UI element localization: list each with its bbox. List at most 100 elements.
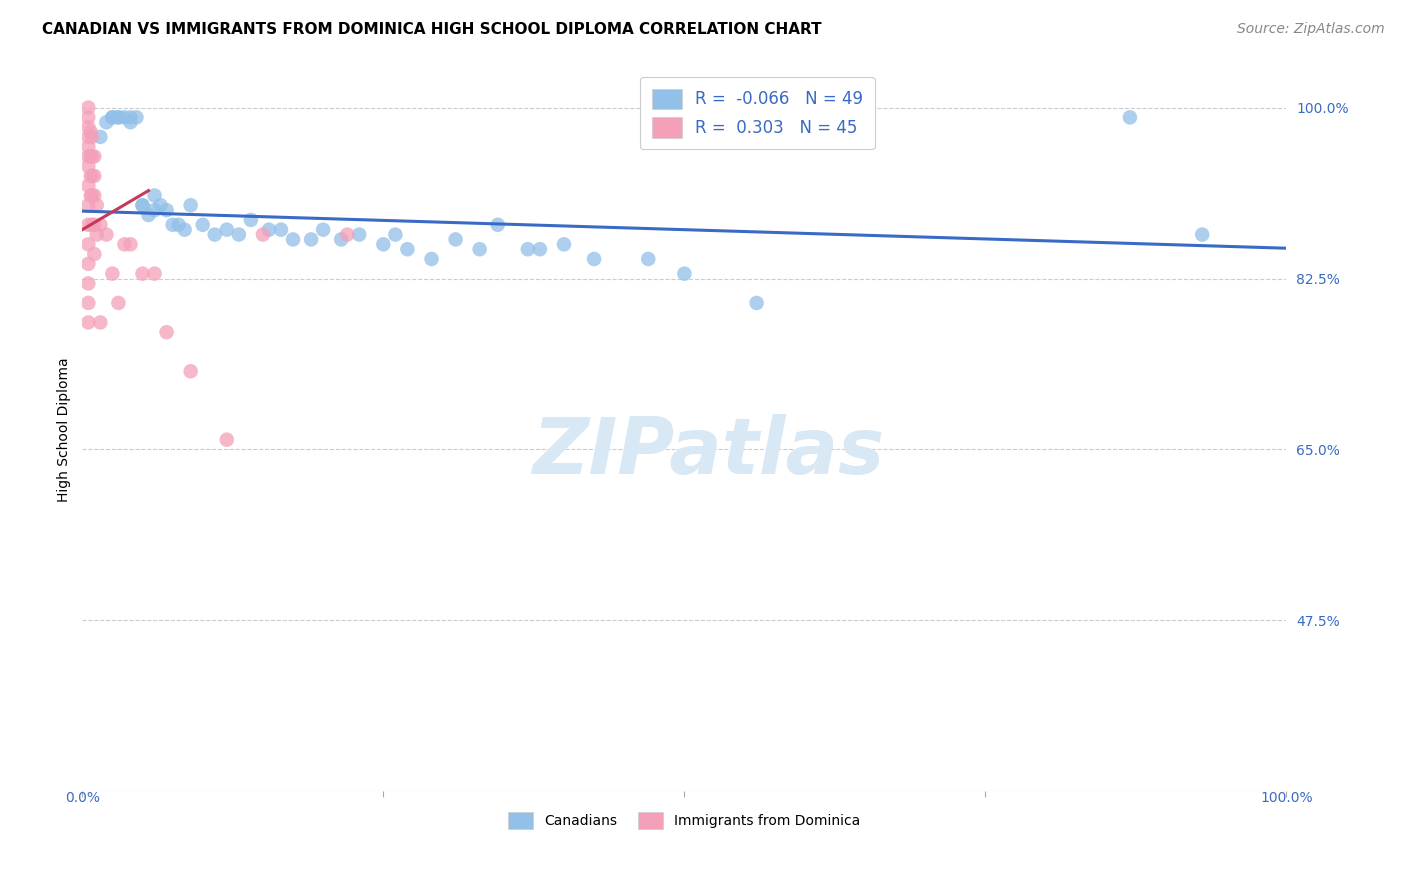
Point <box>180 198 202 212</box>
Point <box>673 267 696 281</box>
Point <box>1191 227 1213 242</box>
Y-axis label: High School Diploma: High School Diploma <box>58 358 72 502</box>
Point <box>77 111 100 125</box>
Point <box>114 237 136 252</box>
Point <box>96 227 118 242</box>
Point <box>83 149 105 163</box>
Point <box>101 111 124 125</box>
Point <box>239 213 262 227</box>
Point <box>131 198 153 212</box>
Point <box>162 218 184 232</box>
Point <box>77 198 100 212</box>
Point <box>143 267 166 281</box>
Point <box>173 222 195 236</box>
Point <box>553 237 575 252</box>
Point <box>257 222 280 236</box>
Point <box>83 169 105 183</box>
Point <box>80 169 103 183</box>
Point <box>384 227 406 242</box>
Point <box>330 232 353 246</box>
Point <box>138 208 160 222</box>
Point <box>80 218 103 232</box>
Point <box>396 242 419 256</box>
Point <box>299 232 322 246</box>
Point <box>270 222 292 236</box>
Point <box>486 218 509 232</box>
Point <box>77 315 100 329</box>
Point <box>80 149 103 163</box>
Point <box>86 198 108 212</box>
Point <box>77 277 100 291</box>
Point <box>96 115 118 129</box>
Point <box>80 169 103 183</box>
Point <box>191 218 214 232</box>
Point <box>125 111 148 125</box>
Point <box>529 242 551 256</box>
Point <box>167 218 190 232</box>
Text: 100.0%: 100.0% <box>1260 791 1313 805</box>
Point <box>80 188 103 202</box>
Point <box>120 237 142 252</box>
Point <box>80 188 103 202</box>
Text: 0.0%: 0.0% <box>65 791 100 805</box>
Point <box>155 325 177 339</box>
Point <box>420 252 443 266</box>
Point <box>745 296 768 310</box>
Point <box>180 364 202 378</box>
Text: Source: ZipAtlas.com: Source: ZipAtlas.com <box>1237 22 1385 37</box>
Point <box>637 252 659 266</box>
Point <box>516 242 538 256</box>
Point <box>143 203 166 218</box>
Point <box>131 267 153 281</box>
Point <box>131 198 153 212</box>
Point <box>312 222 335 236</box>
Point <box>143 188 166 202</box>
Point <box>228 227 250 242</box>
Point <box>1119 111 1142 125</box>
Text: ZIPatlas: ZIPatlas <box>533 414 884 490</box>
Point <box>80 149 103 163</box>
Point <box>86 227 108 242</box>
Point <box>373 237 395 252</box>
Point <box>215 433 238 447</box>
Point <box>107 296 129 310</box>
Point <box>89 315 111 329</box>
Point <box>468 242 491 256</box>
Point <box>77 139 100 153</box>
Point <box>444 232 467 246</box>
Point <box>114 111 136 125</box>
Point <box>77 159 100 173</box>
Point <box>83 188 105 202</box>
Point <box>281 232 304 246</box>
Point <box>83 218 105 232</box>
Point <box>107 111 129 125</box>
Legend: Canadians, Immigrants from Dominica: Canadians, Immigrants from Dominica <box>503 807 866 835</box>
Point <box>77 178 100 193</box>
Point <box>149 198 172 212</box>
Point <box>120 111 142 125</box>
Point <box>101 267 124 281</box>
Point <box>583 252 606 266</box>
Point <box>252 227 274 242</box>
Point <box>77 257 100 271</box>
Point <box>215 222 238 236</box>
Point <box>89 218 111 232</box>
Text: CANADIAN VS IMMIGRANTS FROM DOMINICA HIGH SCHOOL DIPLOMA CORRELATION CHART: CANADIAN VS IMMIGRANTS FROM DOMINICA HIG… <box>42 22 821 37</box>
Point <box>77 101 100 115</box>
Point <box>107 111 129 125</box>
Point <box>155 203 177 218</box>
Point <box>80 125 103 139</box>
Point <box>204 227 226 242</box>
Point <box>77 149 100 163</box>
Point <box>89 129 111 144</box>
Point <box>336 227 359 242</box>
Point <box>101 111 124 125</box>
Point <box>349 227 371 242</box>
Point <box>80 129 103 144</box>
Point <box>120 115 142 129</box>
Point <box>77 237 100 252</box>
Point <box>77 218 100 232</box>
Point <box>77 129 100 144</box>
Point <box>77 296 100 310</box>
Point <box>83 247 105 261</box>
